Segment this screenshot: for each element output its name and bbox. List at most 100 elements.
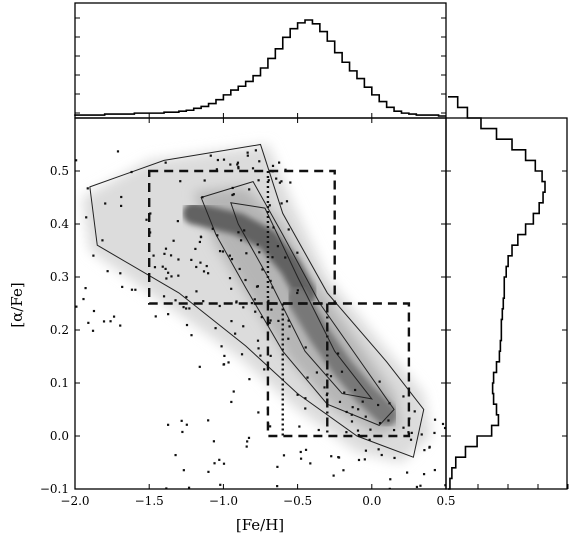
outlier-point <box>420 433 423 436</box>
outlier-point <box>377 403 380 407</box>
outlier-point <box>240 353 244 356</box>
outlier-point <box>221 250 225 253</box>
outlier-point <box>345 431 348 434</box>
outlier-point <box>163 252 166 255</box>
outlier-point <box>187 486 191 489</box>
outlier-point <box>188 307 191 310</box>
outlier-point <box>275 177 278 180</box>
outlier-point <box>304 407 307 410</box>
outlier-point <box>185 323 189 327</box>
contour-outer <box>89 143 425 458</box>
outlier-point <box>392 428 396 432</box>
y-tick-label: 0.1 <box>50 376 69 390</box>
outlier-point <box>246 440 249 443</box>
outlier-point <box>364 415 367 418</box>
outlier-point <box>342 469 345 472</box>
outlier-point <box>393 456 396 460</box>
outlier-point <box>185 423 188 426</box>
outlier-point <box>289 181 292 184</box>
outlier-point <box>378 421 382 425</box>
outlier-point <box>325 393 328 397</box>
outlier-point <box>218 250 222 253</box>
outlier-point <box>368 438 371 441</box>
selection-box-low-alpha <box>266 302 411 438</box>
right-histogram-panel <box>445 96 569 490</box>
outlier-point <box>343 391 346 394</box>
outlier-point <box>272 226 275 229</box>
outlier-point <box>269 319 272 322</box>
outlier-point <box>109 320 112 323</box>
outlier-point <box>92 254 95 257</box>
outlier-point <box>232 390 235 393</box>
outlier-point <box>284 168 287 171</box>
outlier-point <box>304 397 307 400</box>
outlier-point <box>231 186 234 190</box>
outlier-point <box>259 354 262 357</box>
outlier-point <box>112 315 116 318</box>
outlier-point <box>182 469 185 472</box>
y-tick-label: 0.5 <box>50 164 69 178</box>
outlier-point <box>345 410 348 414</box>
outlier-point <box>162 295 166 298</box>
y-tick-label: −0.1 <box>40 482 69 496</box>
outlier-point <box>444 484 446 487</box>
contour-mid <box>200 181 395 426</box>
outlier-point <box>195 265 198 269</box>
outlier-point <box>205 264 208 268</box>
selection-boxes <box>148 169 411 438</box>
outlier-point <box>119 324 122 327</box>
outlier-point <box>287 319 290 322</box>
outlier-point <box>180 419 183 422</box>
outlier-point <box>337 456 341 459</box>
outlier-point <box>296 289 299 292</box>
outlier-point <box>443 426 446 430</box>
outlier-point <box>213 462 216 465</box>
outlier-point <box>258 160 261 163</box>
outlier-point <box>351 406 354 409</box>
outlier-point <box>230 400 233 404</box>
outlier-point <box>402 395 405 398</box>
outlier-point <box>199 235 203 239</box>
outlier-point <box>181 430 184 434</box>
outlier-point <box>201 196 204 199</box>
outlier-point <box>218 304 221 308</box>
x-tick-label: −1.5 <box>135 494 164 508</box>
outlier-point <box>276 465 279 468</box>
outlier-point <box>248 378 251 381</box>
outlier-point <box>287 228 290 231</box>
outlier-point <box>388 402 391 405</box>
outlier-point <box>258 251 261 254</box>
density-map <box>75 143 446 489</box>
outlier-point <box>354 388 357 392</box>
outlier-point <box>282 454 286 457</box>
outlier-point <box>230 258 234 261</box>
outlier-point <box>202 300 205 303</box>
outlier-point <box>239 239 243 242</box>
outlier-point <box>304 448 308 451</box>
outlier-point <box>329 375 333 378</box>
outlier-point <box>102 320 106 323</box>
outlier-point <box>227 361 230 364</box>
outlier-point <box>165 487 168 489</box>
outlier-point <box>280 202 283 205</box>
outlier-point <box>285 200 289 203</box>
right-histogram-curve <box>448 96 546 490</box>
outlier-point <box>164 267 167 270</box>
outlier-point <box>270 308 273 311</box>
y-axis-label: [α/Fe] <box>8 282 26 327</box>
outlier-point <box>85 216 88 219</box>
outlier-point <box>267 179 270 182</box>
outlier-point <box>182 306 185 309</box>
outlier-point <box>134 288 137 291</box>
y-tick-label: 0.2 <box>50 323 69 337</box>
x-tick-label: −0.5 <box>283 494 312 508</box>
outlier-point <box>243 229 246 232</box>
outlier-point <box>363 458 366 461</box>
x-tick-label: 0.0 <box>362 494 381 508</box>
outlier-point <box>251 167 255 170</box>
outlier-point <box>234 332 237 335</box>
outlier-point <box>203 179 206 182</box>
outlier-point <box>86 187 89 190</box>
outlier-point <box>215 168 218 171</box>
outlier-point <box>250 302 253 305</box>
